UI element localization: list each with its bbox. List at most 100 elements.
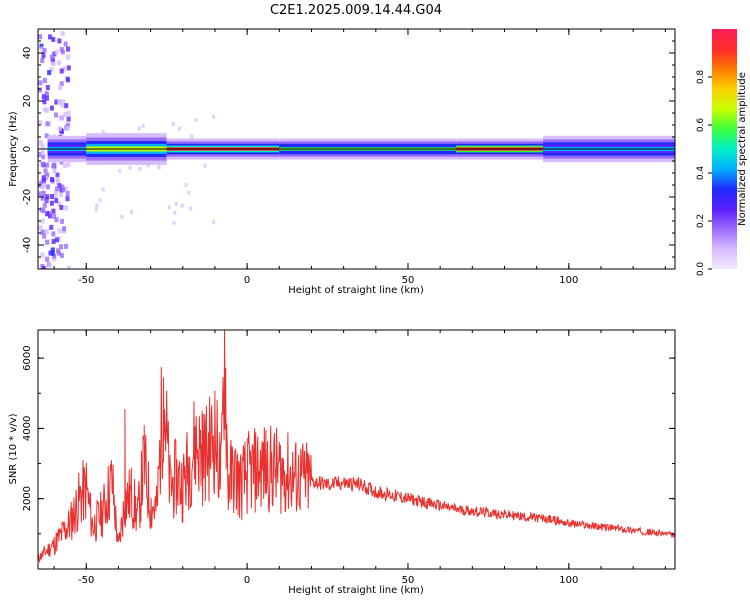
heatmap-noise-cell [42,99,47,105]
heatmap-noise-cell [54,237,59,243]
heatmap-noise-cell [47,262,52,268]
heatmap-noise-cell [66,65,71,71]
heatmap-noise-cell [66,46,71,52]
heatmap-noise-cell [63,163,68,169]
heatmap-noise-cell [118,168,122,173]
heatmap-noise-cell [55,176,60,182]
heatmap-noise-cell [39,180,44,186]
heatmap-noise-cell [60,218,65,224]
heatmap-noise-cell [47,70,52,76]
snr-frame [37,329,676,570]
heatmap-noise-cell [39,43,44,49]
heatmap-noise-cell [65,77,70,83]
colorbar-tick-label: 0.2 [696,214,706,228]
heatmap-noise-cell [44,91,49,97]
heatmap-noise-cell [98,198,102,203]
heatmap-noise-cell [50,57,55,63]
heatmap-noise-cell [42,233,47,239]
heatmap-noise-cell [49,224,54,230]
heatmap-noise-cell [212,220,216,225]
y-tick-label: 4000 [22,416,33,441]
heatmap-noise-cell [40,252,45,258]
heatmap-noise-cell [101,129,105,134]
heatmap-noise-cell [178,126,182,131]
heatmap-noise-cell [44,95,49,101]
heatmap-noise-cell [63,186,68,192]
heatmap-noise-cell [51,163,56,169]
x-tick-label: 0 [244,575,250,586]
heatmap-noise-cell [52,253,57,259]
y-tick-label: -40 [22,237,33,253]
snr-line-layer [38,330,675,564]
heatmap-noise-cell [157,165,161,170]
heatmap-noise-cell [45,184,50,190]
heatmap-noise-cell [55,172,60,178]
heatmap-noise-cell [48,250,53,256]
x-tick-label: 100 [559,275,578,286]
heatmap-noise-cell [66,110,71,116]
heatmap-noise-cell [128,165,132,170]
heatmap-noise-cell [41,265,46,269]
heatmap-noise-cell [56,180,61,186]
heatmap-noise-cell [65,196,70,202]
y-tick-label: 6000 [22,345,33,370]
heatmap-noise-cell [58,192,63,198]
heatmap-noise-cell [38,140,43,146]
colorbar-tick-label: 0.8 [696,70,706,85]
heatmap-noise-cell [54,198,59,204]
heatmap-noise-cell [45,85,50,91]
heatmap-noise-cell [45,172,50,178]
heatmap-noise-cell [138,166,142,171]
heatmap-noise-cell [50,54,55,60]
heatmap-noise-cell [57,99,62,105]
heatmap-noise-cell [41,53,46,59]
heatmap-noise-cell [52,256,57,262]
colorbar-label: Normalized spectral amplitude [737,72,748,226]
heatmap-noise-cell [41,175,46,181]
heatmap-noise-cell [52,51,57,57]
snr-panel: -50 0 50 100 2000 4000 6000 Height of straight… [8,329,676,596]
heatmap-noise-cell [56,248,61,254]
heatmap-noise-cell [120,214,124,219]
heatmap-noise-cell [41,190,46,196]
heatmap-noise-cell [64,103,69,109]
y-tick-label: -20 [22,189,33,205]
heatmap-noise-cell [43,168,48,174]
heatmap-noise-cell [45,229,50,235]
heatmap-noise-cell [203,163,207,168]
heatmap-noise-cell [46,268,51,269]
heatmap-noise-cell [60,184,65,190]
heatmap-noise-cell [57,201,62,207]
heatmap-noise-cell [51,61,56,67]
heatmap-noise-cell [49,200,54,206]
heatmap-noise-cell [41,208,46,214]
heatmap-noise-cell [57,38,62,44]
heatmap-noise-cell [51,36,56,42]
spectrogram-axes: -50 0 50 100 -40 -20 0 20 40 [22,29,675,286]
x-tick-label: -50 [78,575,94,586]
heatmap-noise-cell [65,126,70,132]
y-tick-label: 2000 [22,486,33,511]
heatmap-noise-cell [44,175,49,181]
heatmap-noise-cell [60,102,65,108]
heatmap-noise-cell [167,205,171,210]
x-tick-label: 100 [559,575,578,586]
heatmap-noise-cell [194,117,198,122]
heatmap-noise-cell [53,193,58,199]
heatmap-noise-cell [62,226,67,232]
heatmap-noise-cell [60,31,65,37]
colorbar-tick-label: 0.4 [696,166,706,181]
x-tick-label: 50 [402,575,415,586]
heatmap-noise-cell [42,48,47,54]
heatmap-noise-cell [38,87,43,93]
heatmap-noise-cell [40,46,45,52]
y-tick-label: 0 [22,146,33,152]
heatmap-noise-cell [52,213,57,219]
heatmap-noise-cell [172,220,176,225]
heatmap-noise-cell [45,256,50,262]
spectrogram-heatmap [38,31,675,269]
heatmap-noise-cell [59,47,64,53]
heatmap-noise-cell [41,154,46,160]
heatmap-noise-cell [211,114,215,119]
